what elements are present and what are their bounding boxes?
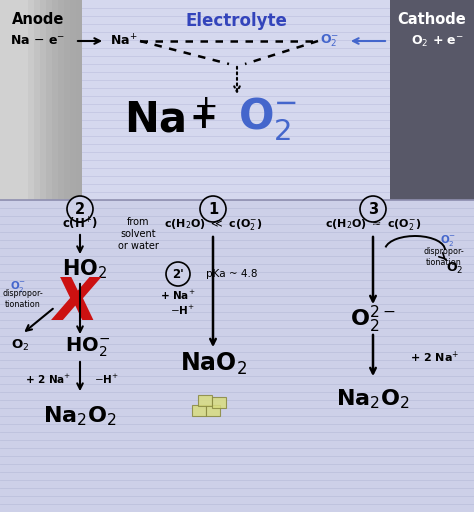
Bar [0, 200, 474, 512]
Bar [0, 0, 40, 200]
Bar [390, 0, 474, 200]
FancyBboxPatch shape [192, 404, 207, 416]
Text: +: + [190, 102, 230, 136]
Bar [0, 0, 70, 200]
Text: O$_2$: O$_2$ [447, 261, 464, 275]
Circle shape [166, 262, 190, 286]
Text: c(H$_2$O) $\approx$ c(O$_2^{-}$): c(H$_2$O) $\approx$ c(O$_2^{-}$) [325, 217, 421, 231]
Text: $-$H$^{+}$: $-$H$^{+}$ [170, 304, 195, 316]
Text: c(H$^{+}$): c(H$^{+}$) [62, 216, 98, 232]
Text: 2': 2' [172, 267, 184, 281]
Text: c(H$_2$O) $\ll$ c(O$_2^{-}$): c(H$_2$O) $\ll$ c(O$_2^{-}$) [164, 217, 263, 231]
Text: Electrolyte: Electrolyte [185, 12, 287, 30]
Text: + 2 Na$^{+}$: + 2 Na$^{+}$ [25, 372, 71, 386]
Text: + 2 Na$^{+}$: + 2 Na$^{+}$ [410, 349, 459, 365]
Bar [0, 0, 82, 200]
Bar [0, 0, 52, 200]
Text: O$_2^{-}$: O$_2^{-}$ [238, 95, 298, 143]
Text: HO$_2$: HO$_2$ [63, 257, 108, 281]
FancyBboxPatch shape [207, 404, 220, 416]
Circle shape [200, 196, 226, 222]
Text: 2: 2 [75, 202, 85, 217]
Text: $-$H$^{+}$: $-$H$^{+}$ [93, 372, 118, 386]
Text: + Na$^{+}$: + Na$^{+}$ [160, 288, 195, 302]
Text: pKa ~ 4.8: pKa ~ 4.8 [206, 269, 257, 279]
Text: Na $-$ e$^{-}$: Na $-$ e$^{-}$ [10, 34, 65, 48]
FancyBboxPatch shape [199, 395, 212, 406]
Bar [0, 0, 474, 200]
FancyBboxPatch shape [212, 396, 227, 408]
Bar [0, 0, 34, 200]
Bar [0, 0, 46, 200]
Bar [0, 0, 76, 200]
Text: HO$_2^{-}$: HO$_2^{-}$ [65, 335, 110, 359]
Circle shape [67, 196, 93, 222]
Bar [0, 0, 58, 200]
Circle shape [360, 196, 386, 222]
Text: 1: 1 [208, 202, 218, 217]
Text: O$_2^{-}$: O$_2^{-}$ [10, 279, 26, 293]
Text: dispropor-
tionation: dispropor- tionation [424, 247, 465, 267]
Text: NaO$_2$: NaO$_2$ [180, 351, 246, 377]
Text: O$_2^{2-}$: O$_2^{2-}$ [350, 304, 396, 335]
Bar [0, 0, 82, 200]
Text: O$_2^{-}$: O$_2^{-}$ [320, 33, 339, 49]
Text: dispropor-
tionation: dispropor- tionation [3, 289, 44, 309]
Text: O$_2^{-}$: O$_2^{-}$ [440, 232, 456, 247]
Text: Na$^+$: Na$^+$ [124, 98, 216, 140]
Text: from
solvent
or water: from solvent or water [118, 217, 158, 251]
Text: Cathode: Cathode [398, 12, 466, 27]
Text: Na$^{+}$: Na$^{+}$ [110, 33, 137, 49]
Text: O$_2$ + e$^{-}$: O$_2$ + e$^{-}$ [411, 33, 464, 49]
Text: Anode: Anode [12, 12, 64, 27]
Text: X: X [54, 275, 99, 332]
Bar [0, 0, 28, 200]
Text: Na$_2$O$_2$: Na$_2$O$_2$ [43, 404, 117, 428]
Bar [0, 0, 64, 200]
Text: 3: 3 [368, 202, 378, 217]
Text: O$_2$: O$_2$ [11, 337, 29, 353]
Text: Na$_2$O$_2$: Na$_2$O$_2$ [336, 387, 410, 411]
